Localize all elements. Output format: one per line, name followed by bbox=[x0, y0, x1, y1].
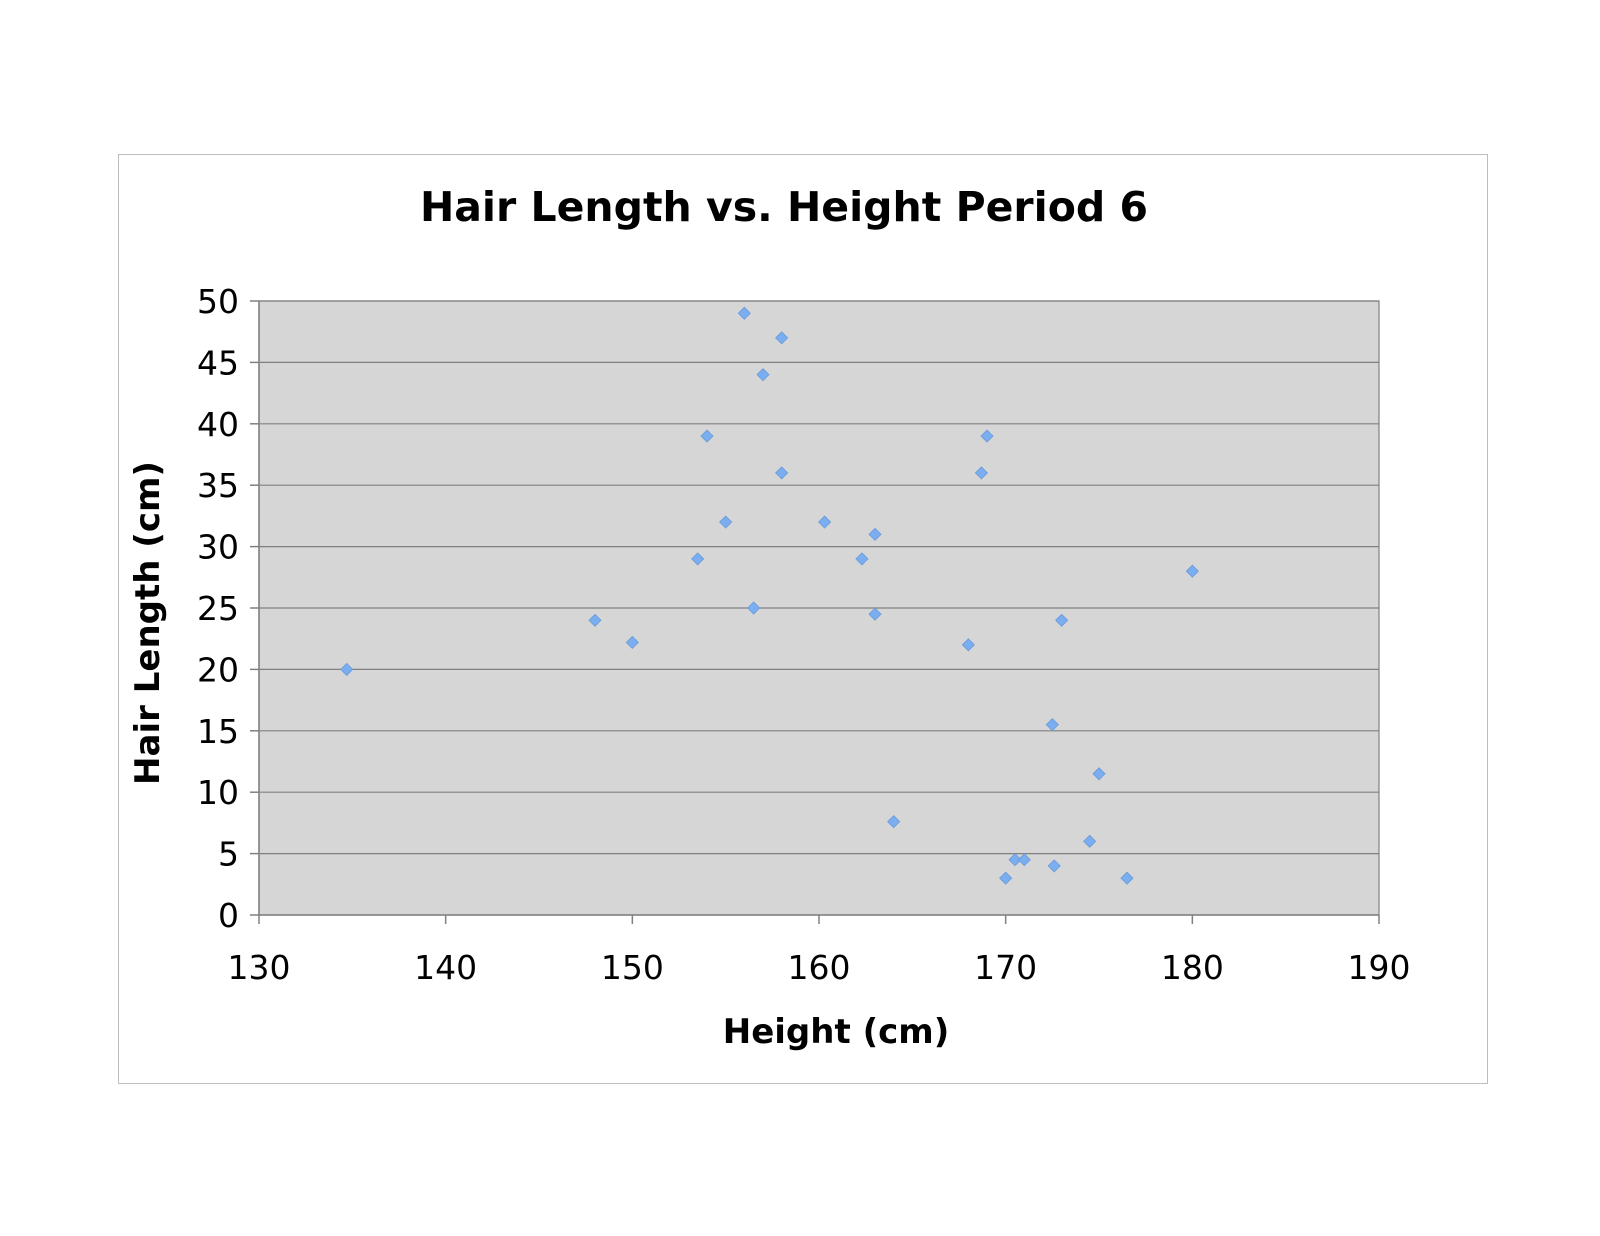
data-point-7 bbox=[747, 601, 761, 615]
data-point-24 bbox=[1055, 613, 1069, 627]
data-point-28 bbox=[1185, 564, 1199, 578]
data-point-1 bbox=[588, 613, 602, 627]
data-point-12 bbox=[855, 552, 869, 566]
data-point-0 bbox=[340, 662, 354, 676]
data-point-2 bbox=[625, 635, 639, 649]
y-tick-label-5: 25 bbox=[197, 589, 239, 628]
data-point-15 bbox=[887, 815, 901, 829]
data-point-25 bbox=[1083, 834, 1097, 848]
data-point-4 bbox=[700, 429, 714, 443]
y-axis-title: Hair Length (cm) bbox=[128, 461, 168, 785]
data-point-8 bbox=[756, 368, 770, 382]
scatter-plot: Hair Length vs. Height Period 6 0 5 10 15 20… bbox=[128, 183, 1411, 1052]
y-tick-label-6: 30 bbox=[197, 528, 239, 567]
chart-title: Hair Length vs. Height Period 6 bbox=[420, 183, 1148, 231]
data-point-9 bbox=[775, 331, 789, 345]
y-tick-label-4: 20 bbox=[197, 650, 239, 689]
data-point-16 bbox=[961, 638, 975, 652]
data-point-27 bbox=[1120, 871, 1134, 885]
data-point-13 bbox=[868, 527, 882, 541]
data-point-14 bbox=[868, 607, 882, 621]
y-tick-label-0: 0 bbox=[218, 896, 239, 935]
chart-frame: Hair Length vs. Height Period 6 0 5 10 15 20… bbox=[118, 154, 1488, 1084]
x-tick-label-4: 170 bbox=[974, 948, 1037, 987]
x-tick-label-2: 150 bbox=[601, 948, 664, 987]
x-tick-label-0: 130 bbox=[228, 948, 291, 987]
data-point-3 bbox=[691, 552, 705, 566]
y-tick-label-1: 5 bbox=[218, 835, 239, 874]
x-tick-label-3: 160 bbox=[788, 948, 851, 987]
data-point-23 bbox=[1047, 859, 1061, 873]
data-point-18 bbox=[980, 429, 994, 443]
plot-area: 0 5 10 15 20 25 30 35 40 45 50 130 140 150 160 170 180 19… bbox=[197, 282, 1411, 987]
x-tick-label-6: 190 bbox=[1348, 948, 1411, 987]
data-point-26 bbox=[1092, 767, 1106, 781]
data-point-20 bbox=[1008, 853, 1022, 867]
x-tick-label-5: 180 bbox=[1161, 948, 1224, 987]
y-tick-label-10: 50 bbox=[197, 282, 239, 321]
data-point-22 bbox=[1045, 718, 1059, 732]
y-tick-label-2: 10 bbox=[197, 773, 239, 812]
y-tick-label-7: 35 bbox=[197, 466, 239, 505]
x-axis-title: Height (cm) bbox=[723, 1012, 949, 1052]
y-tick-label-9: 45 bbox=[197, 343, 239, 382]
data-point-17 bbox=[974, 466, 988, 480]
data-point-11 bbox=[818, 515, 832, 529]
x-tick-label-1: 140 bbox=[414, 948, 477, 987]
data-point-10 bbox=[775, 466, 789, 480]
y-tick-label-8: 40 bbox=[197, 405, 239, 444]
data-point-21 bbox=[1017, 853, 1031, 867]
data-point-5 bbox=[719, 515, 733, 529]
data-point-19 bbox=[999, 871, 1013, 885]
y-tick-label-3: 15 bbox=[197, 712, 239, 751]
data-point-6 bbox=[737, 306, 751, 320]
